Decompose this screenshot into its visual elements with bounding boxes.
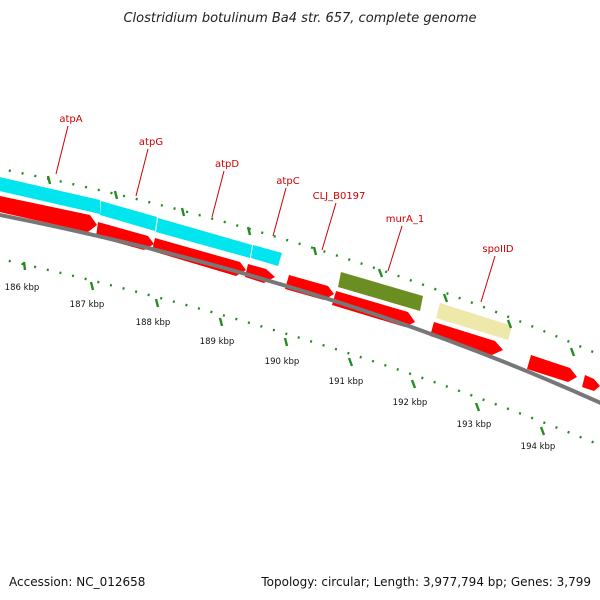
major-tick (22, 261, 27, 271)
gene-label-atpG: atpG (139, 137, 163, 148)
major-tick (154, 298, 160, 308)
cds-arrow (0, 196, 97, 232)
leader-line-clj-b0197 (321, 202, 337, 251)
major-tick (377, 268, 384, 278)
outer-major-ticks (46, 175, 576, 357)
major-tick (539, 426, 546, 436)
major-tick (312, 246, 318, 256)
major-tick (347, 357, 354, 367)
major-ticks (22, 261, 546, 436)
leader-line-atpG (135, 148, 149, 197)
gene-label-atpA: atpA (59, 114, 82, 125)
inner-tick-ring (0, 257, 600, 447)
atp-operon-segment-4 (251, 245, 282, 266)
scale-label: 192 kbp (393, 398, 428, 408)
scale-label: 194 kbp (521, 442, 556, 452)
major-tick (474, 402, 481, 412)
gene-label-atpC: atpC (276, 176, 299, 187)
gene-label-atpD: atpD (215, 159, 239, 170)
atp-operon-track (0, 177, 282, 266)
gene-label-mura-1: murA_1 (386, 214, 424, 225)
outer-tick-ring (0, 167, 600, 357)
leader-line-atpA (55, 125, 69, 175)
scale-label: 186 kbp (5, 283, 40, 293)
major-tick (89, 281, 95, 291)
major-tick (506, 319, 513, 329)
scale-label: 193 kbp (457, 420, 492, 430)
major-tick (283, 337, 289, 347)
major-tick (46, 175, 52, 185)
major-tick (410, 379, 417, 389)
cds-arrow (332, 291, 415, 327)
genome-summary-text: Topology: circular; Length: 3,977,794 bp… (260, 575, 591, 589)
scale-label: 187 kbp (70, 300, 105, 310)
scale-label: 191 kbp (329, 377, 364, 387)
cds-arrow (582, 375, 600, 391)
leader-line-mura-1 (387, 225, 403, 272)
gene-label-clj-b0197: CLJ_B0197 (313, 191, 366, 202)
gene-labels (55, 125, 496, 303)
atp-operon-segment-1 (0, 177, 100, 214)
map-title: Clostridium botulinum Ba4 str. 657, comp… (123, 11, 476, 26)
leader-line-atpD (211, 170, 225, 218)
cds-arrow (430, 322, 503, 355)
major-tick (246, 226, 252, 236)
gene-label-spoiid: spoIID (482, 244, 514, 255)
major-tick (442, 293, 449, 303)
genome-backbone (0, 212, 600, 405)
leader-line-atpC (272, 187, 287, 237)
cds-arrow (527, 355, 577, 382)
major-tick (180, 207, 186, 217)
scale-label: 190 kbp (265, 357, 300, 367)
atp-operon-segment-3 (156, 218, 252, 258)
cds-arrow (285, 275, 334, 300)
atp-operon-segment-2 (100, 201, 157, 231)
red-cds-track (0, 196, 600, 391)
spoiid-feature (436, 303, 512, 340)
major-tick (569, 347, 576, 357)
leader-line-spoiid (480, 255, 496, 303)
cds-arrow (96, 222, 154, 250)
scale-label: 188 kbp (136, 318, 171, 328)
scale-label: 189 kbp (200, 337, 235, 347)
mura-1-feature (338, 272, 423, 311)
major-tick (113, 190, 119, 200)
scale-labels: 186 kbp 187 kbp 188 kbp 189 kbp 190 kbp … (5, 283, 556, 452)
cds-arrow (245, 264, 275, 283)
accession-text: Accession: NC_012658 (9, 575, 145, 589)
major-tick (218, 317, 224, 327)
